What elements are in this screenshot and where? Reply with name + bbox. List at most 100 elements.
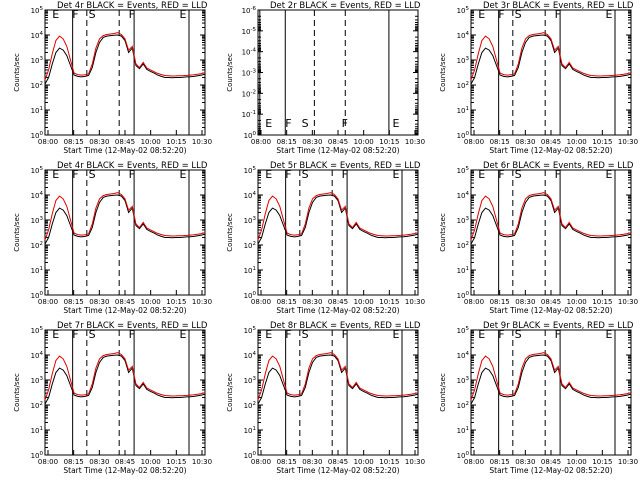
y-axis-label: Counts/sec xyxy=(439,53,447,92)
y-tick-label: 103 xyxy=(457,56,470,65)
y-axis-label: Counts/sec xyxy=(226,53,234,92)
x-tick-label: 08:30 xyxy=(515,458,535,466)
x-axis-label: Start Time (12-May-02 08:52:20) xyxy=(489,146,612,155)
x-axis-label: Start Time (12-May-02 08:52:20) xyxy=(276,146,399,155)
y-tick-label: 10-4 xyxy=(242,48,257,57)
x-tick-label: 08:00 xyxy=(464,458,484,466)
marker-letter: F xyxy=(285,328,291,341)
x-tick-label: 08:30 xyxy=(89,138,109,146)
x-tick-label: 08:30 xyxy=(515,298,535,306)
series-line-events xyxy=(470,354,632,405)
y-tick-label: 100 xyxy=(31,291,44,300)
y-tick-label: 10-5 xyxy=(242,27,257,36)
chart-title: Det 9r BLACK = Events, RED = LLD xyxy=(483,321,634,331)
x-tick-label: 08:00 xyxy=(38,138,58,146)
plot-frame xyxy=(257,169,419,296)
chart-title: Det 8r BLACK = Events, RED = LLD xyxy=(270,321,421,331)
y-tick-label: 100 xyxy=(457,131,470,140)
marker-letter: F xyxy=(342,117,348,130)
chart-panel-5: Det 5r BLACK = Events, RED = LLD 100 101 10… xyxy=(226,161,425,315)
marker-letter: F xyxy=(129,8,135,21)
marker-letter: E xyxy=(265,328,272,341)
y-tick-label: 100 xyxy=(244,131,257,140)
x-tick-label: 08:15 xyxy=(277,458,297,466)
marker-letter: S xyxy=(89,168,96,181)
marker-letter: E xyxy=(180,328,187,341)
y-tick-label: 104 xyxy=(31,191,44,200)
x-tick-label: 08:45 xyxy=(115,458,135,466)
y-tick-label: 102 xyxy=(457,81,469,90)
chart-panel-9: Det 9r BLACK = Events, RED = LLD 100 101 10… xyxy=(439,321,638,475)
x-tick-label: 08:00 xyxy=(38,298,58,306)
y-axis-label: Counts/sec xyxy=(226,213,234,252)
series-line-lld xyxy=(44,32,206,81)
x-tick-label: 08:15 xyxy=(277,138,297,146)
marker-letter: E xyxy=(606,8,613,21)
x-tick-label: 10:30 xyxy=(192,138,212,146)
marker-letter: S xyxy=(515,8,522,21)
y-axis-label: Counts/sec xyxy=(439,373,447,412)
marker-letter: F xyxy=(555,168,561,181)
y-tick-label: 101 xyxy=(457,106,469,115)
marker-letter: E xyxy=(265,117,272,130)
y-tick-label: 100 xyxy=(31,451,44,460)
y-tick-label: 101 xyxy=(457,266,469,275)
x-tick-label: 10:00 xyxy=(567,298,587,306)
chart-title: Det 5r BLACK = Events, RED = LLD xyxy=(270,161,421,171)
x-axis-label: Start Time (12-May-02 08:52:20) xyxy=(276,466,399,475)
y-tick-label: 101 xyxy=(31,426,43,435)
x-tick-label: 08:15 xyxy=(64,298,84,306)
chart-panel-6: Det 6r BLACK = Events, RED = LLD 100 101 10… xyxy=(439,161,638,315)
chart-title: Det 2r BLACK = Events, RED = LLD xyxy=(270,1,421,11)
y-tick-label: 104 xyxy=(457,191,470,200)
x-tick-label: 08:15 xyxy=(490,458,510,466)
chart-panel-1: Det 4r BLACK = Events, RED = LLD 100 101 10… xyxy=(13,1,212,155)
series-line-events xyxy=(257,354,419,405)
marker-letter: E xyxy=(180,168,187,181)
x-tick-label: 10:15 xyxy=(166,138,186,146)
x-tick-label: 08:30 xyxy=(89,458,109,466)
x-tick-label: 10:15 xyxy=(166,458,186,466)
plot-frame xyxy=(470,329,632,456)
y-tick-label: 100 xyxy=(457,451,470,460)
series-line-lld xyxy=(470,192,632,241)
y-tick-label: 10-3 xyxy=(242,69,257,78)
y-tick-label: 100 xyxy=(31,131,44,140)
chart-panel-3: Det 3r BLACK = Events, RED = LLD 100 101 10… xyxy=(439,1,638,155)
marker-letter: F xyxy=(129,328,135,341)
y-tick-label: 101 xyxy=(31,106,43,115)
series-line-lld xyxy=(44,192,206,241)
x-tick-label: 10:00 xyxy=(354,458,374,466)
y-tick-label: 102 xyxy=(244,401,256,410)
series-line-lld xyxy=(470,352,632,401)
marker-letter: E xyxy=(265,168,272,181)
y-tick-label: 100 xyxy=(457,291,470,300)
marker-letter: S xyxy=(302,168,309,181)
marker-letter: E xyxy=(478,8,485,21)
x-tick-label: 08:15 xyxy=(64,458,84,466)
y-tick-label: 10-1 xyxy=(242,110,256,119)
chart-title: Det 7r BLACK = Events, RED = LLD xyxy=(57,321,208,331)
x-tick-label: 10:30 xyxy=(618,298,638,306)
x-tick-label: 10:00 xyxy=(354,138,374,146)
marker-letter: F xyxy=(72,8,78,21)
y-axis-label: Counts/sec xyxy=(226,373,234,412)
plot-frame xyxy=(470,169,632,296)
x-tick-label: 10:30 xyxy=(192,298,212,306)
series-line-lld xyxy=(44,352,206,401)
marker-letter: F xyxy=(498,328,504,341)
x-tick-label: 10:00 xyxy=(141,138,161,146)
y-tick-label: 102 xyxy=(457,401,469,410)
series-line-events xyxy=(470,194,632,245)
series-line-events xyxy=(44,354,206,405)
y-tick-label: 100 xyxy=(244,451,257,460)
x-axis-label: Start Time (12-May-02 08:52:20) xyxy=(63,306,186,315)
y-tick-label: 105 xyxy=(244,166,257,175)
y-tick-label: 103 xyxy=(31,56,44,65)
x-tick-label: 10:15 xyxy=(166,298,186,306)
x-tick-label: 08:15 xyxy=(490,138,510,146)
marker-letter: E xyxy=(180,8,187,21)
x-tick-label: 08:15 xyxy=(64,138,84,146)
y-tick-label: 104 xyxy=(31,31,44,40)
x-tick-label: 08:45 xyxy=(115,138,135,146)
